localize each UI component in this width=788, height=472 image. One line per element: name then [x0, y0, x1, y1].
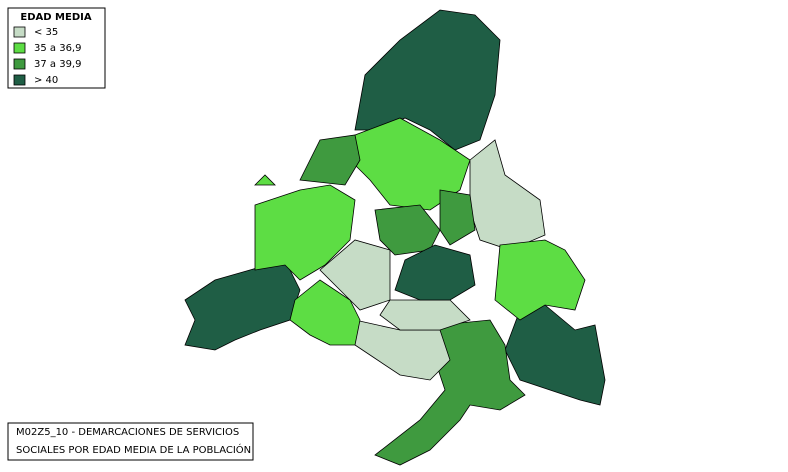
legend-label: > 40 — [34, 75, 58, 86]
caption-line: M02Z5_10 - DEMARCACIONES DE SERVICIOS — [16, 427, 239, 438]
region — [254, 184, 356, 281]
region — [374, 319, 526, 466]
region — [289, 279, 361, 346]
legend-label: < 35 — [34, 27, 58, 38]
region — [184, 259, 301, 351]
region — [299, 134, 361, 186]
legend-title: EDAD MEDIA — [20, 12, 91, 23]
region — [254, 174, 276, 186]
region — [354, 9, 501, 151]
legend: EDAD MEDIA < 35 35 a 36,9 37 a 39,9 > 40 — [7, 7, 106, 89]
region — [394, 244, 476, 301]
legend-label: 35 a 36,9 — [34, 43, 81, 54]
legend-swatch — [13, 74, 26, 86]
legend-label: 37 a 39,9 — [34, 59, 81, 70]
map — [184, 9, 606, 466]
caption-line: SOCIALES POR EDAD MEDIA DE LA POBLACIÓN — [16, 443, 251, 456]
caption: M02Z5_10 - DEMARCACIONES DE SERVICIOS SO… — [7, 422, 254, 461]
region — [494, 239, 586, 321]
caption-box — [7, 422, 254, 461]
region — [439, 189, 476, 246]
legend-swatch — [13, 26, 26, 38]
legend-swatch — [13, 42, 26, 54]
legend-swatch — [13, 58, 26, 70]
